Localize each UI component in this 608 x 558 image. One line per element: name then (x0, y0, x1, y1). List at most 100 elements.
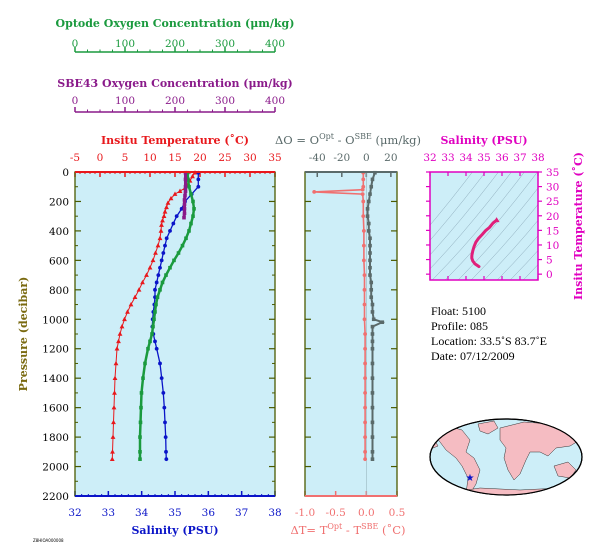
ts-x-tick-label: 36 (495, 152, 509, 164)
temperature-axis-tick-label: 35 (268, 152, 281, 164)
temperature-series-point (172, 191, 178, 196)
delta-t-series-point (363, 449, 368, 454)
delta-t-series-point (362, 302, 367, 307)
delta-t-series-point (361, 258, 366, 263)
temperature-series-point (190, 173, 195, 179)
delta-o-series-point (370, 332, 375, 336)
pressure-tick-label: 1200 (42, 344, 69, 356)
ts-y-tick-label: 5 (546, 255, 553, 267)
optode-axis-tick-label: 400 (265, 38, 285, 50)
optode_oxygen-series-point (146, 346, 150, 351)
optode-axis-tick-label: 100 (115, 38, 135, 50)
temperature-series-point (110, 434, 116, 439)
sbe_oxygen-series-point (183, 189, 188, 193)
ts-isopycnal (483, 219, 538, 280)
optode_oxygen-series-point (138, 420, 143, 425)
delta-t-series-point (312, 189, 317, 194)
pressure-tick-label: 1600 (42, 403, 69, 415)
temperature-series-point (168, 195, 174, 201)
temperature-series-point (160, 218, 165, 223)
ts-y-tick-label: 35 (546, 167, 559, 179)
sbe_oxygen-series-point (182, 207, 187, 211)
temperature-series-point (153, 250, 158, 255)
delta-t-series-point (360, 187, 365, 192)
delta-o-series-point (370, 391, 375, 395)
optode_oxygen-series-point (150, 332, 154, 336)
pressure-tick-label: 1800 (42, 432, 69, 444)
main-plot-background (75, 172, 275, 496)
optode_oxygen-series-point (152, 317, 156, 322)
map-landmass-greenland (477, 420, 499, 435)
salinity-series-point (164, 236, 169, 241)
optode_oxygen-series-point (191, 214, 195, 218)
delta-o-axis-tick-label: 20 (384, 152, 397, 164)
delta-t-series-point (363, 361, 368, 366)
delta-o-axis-tick-label: -40 (309, 152, 326, 164)
temperature-axis-tick-label: 10 (143, 152, 156, 164)
temperature-series-point (177, 188, 183, 193)
salinity-axis-label: Salinity (PSU) (131, 524, 218, 537)
map-outline (429, 418, 583, 496)
sbe_oxygen-series-point (183, 177, 188, 182)
salinity-series-point (164, 457, 169, 462)
optode_oxygen-series-point (168, 265, 172, 270)
optode_oxygen-series-point (138, 450, 142, 454)
optode_oxygen-series-point (187, 184, 191, 189)
temperature-series-point (157, 235, 163, 241)
delta-o-series-point (370, 324, 375, 329)
ts-isopycnal (430, 172, 486, 241)
delta-o-series-point (370, 177, 375, 182)
delta-o-series-point (370, 435, 375, 439)
optode_oxygen-series-point (154, 302, 158, 307)
delta-profile-panel: ΔO = OOpt - OSBE (μm/kg) -40 -20 0 20 -1.0-… (275, 132, 421, 537)
delta-t-series-point (361, 177, 366, 182)
delta-o-series-point (370, 420, 375, 425)
profile-number: Profile: 085 (431, 319, 488, 333)
delta-o-series-point (366, 221, 371, 226)
ts-curve (470, 218, 499, 269)
sbe-axis-tick-label: 300 (215, 95, 235, 107)
ts-x-tick-label: 33 (441, 152, 454, 164)
temperature-series-point (159, 222, 164, 227)
sbe-axis-tick-label: 100 (115, 95, 135, 107)
salinity-series-point (196, 177, 201, 182)
ts-plot-background (430, 172, 538, 280)
ts-y-tick-label: 10 (546, 240, 559, 252)
pressure-tick-label: 600 (49, 255, 69, 267)
temperature-series-point (109, 456, 115, 461)
float-number: Float: 5100 (431, 304, 487, 318)
temperature-series-point (147, 265, 153, 270)
sbe_oxygen-series-point (183, 193, 187, 198)
delta-o-series-point (370, 376, 375, 380)
ts-temperature-axis-label: Insitu Temperature (˚C) (572, 152, 585, 300)
pressure-tick-label: 400 (49, 226, 69, 238)
optode_oxygen-series-point (184, 236, 188, 241)
sbe_oxygen-series-line (182, 172, 187, 218)
optode_oxygen-series-point (148, 339, 152, 344)
temperature-series-point (128, 301, 134, 307)
salinity-series-point (162, 405, 167, 410)
delta-o-series-point (380, 320, 385, 325)
temperature-series-point (125, 309, 130, 314)
delta-t-series-point (361, 229, 366, 233)
temperature-series-point (113, 360, 119, 366)
temperature-series-point (114, 346, 120, 351)
ts-x-tick-label: 37 (513, 152, 526, 164)
salinity-series-point (196, 184, 201, 189)
pressure-tick-label: 1000 (42, 314, 69, 326)
pressure-tick-label: 0 (62, 167, 69, 179)
sbe-oxygen-axis: SBE43 Oxygen Concentration (μm/kg) 0 100 2… (57, 77, 293, 113)
optode_oxygen-series-point (186, 177, 190, 182)
temperature-series-point (155, 243, 161, 248)
temperature-axis-tick-label: -5 (70, 152, 80, 164)
temperature-series-point (136, 287, 142, 292)
optode_oxygen-series-point (187, 229, 191, 233)
delta-o-axis-tick-label: 0 (363, 152, 370, 164)
salinity-series-point (158, 361, 162, 366)
float-location-marker: ★ (466, 473, 475, 484)
salinity-series-point (161, 391, 166, 395)
temperature-series-point (119, 324, 125, 329)
delta-o-series-point (370, 346, 375, 351)
salinity-axis-tick-label: 33 (102, 507, 115, 519)
delta-o-series-point (369, 288, 374, 292)
